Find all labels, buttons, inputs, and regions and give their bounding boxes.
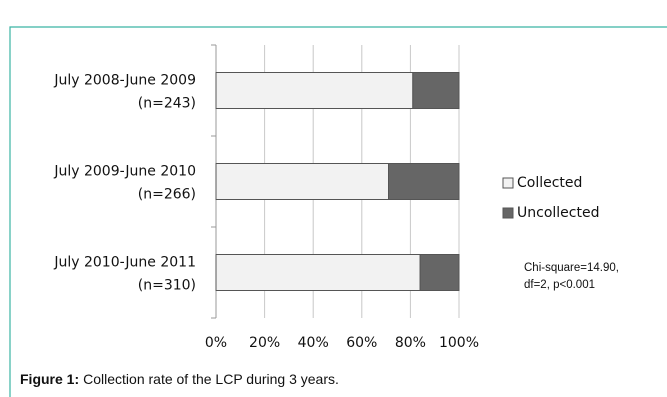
caption: Figure 1: Collection rate of the LCP duri… [20, 371, 339, 387]
bar-segment [419, 254, 460, 291]
frame [9, 26, 667, 397]
bar-segment [215, 72, 414, 109]
x-tick-label: 40% [298, 335, 329, 351]
category-note: (n=266) [138, 187, 196, 203]
annotation: df=2, p<0.001 [524, 279, 595, 291]
x-tick-label: 60% [346, 335, 377, 351]
x-tick-label: 20% [249, 335, 280, 351]
x-tick-label: 0% [205, 335, 227, 351]
category-label: July 2008-June 2009 [53, 73, 196, 89]
category-note: (n=243) [138, 96, 196, 112]
bar-segment [388, 163, 460, 200]
x-tick-label: 100% [439, 335, 479, 351]
category-note: (n=310) [138, 278, 196, 294]
bar-segment [215, 254, 421, 291]
caption-label: Figure 1: [20, 371, 79, 387]
legend-swatch [502, 207, 514, 219]
category-label: July 2010-June 2011 [53, 255, 196, 271]
caption-text: Collection rate of the LCP during 3 year… [83, 371, 339, 387]
x-tick-label: 80% [395, 335, 426, 351]
category-label: July 2009-June 2010 [53, 164, 196, 180]
legend-label: Uncollected [517, 205, 599, 221]
bar-segment [215, 163, 390, 200]
legend-swatch [502, 177, 514, 189]
annotation: Chi-square=14.90, [524, 262, 619, 274]
legend-label: Collected [517, 175, 582, 191]
bar-segment [412, 72, 460, 109]
